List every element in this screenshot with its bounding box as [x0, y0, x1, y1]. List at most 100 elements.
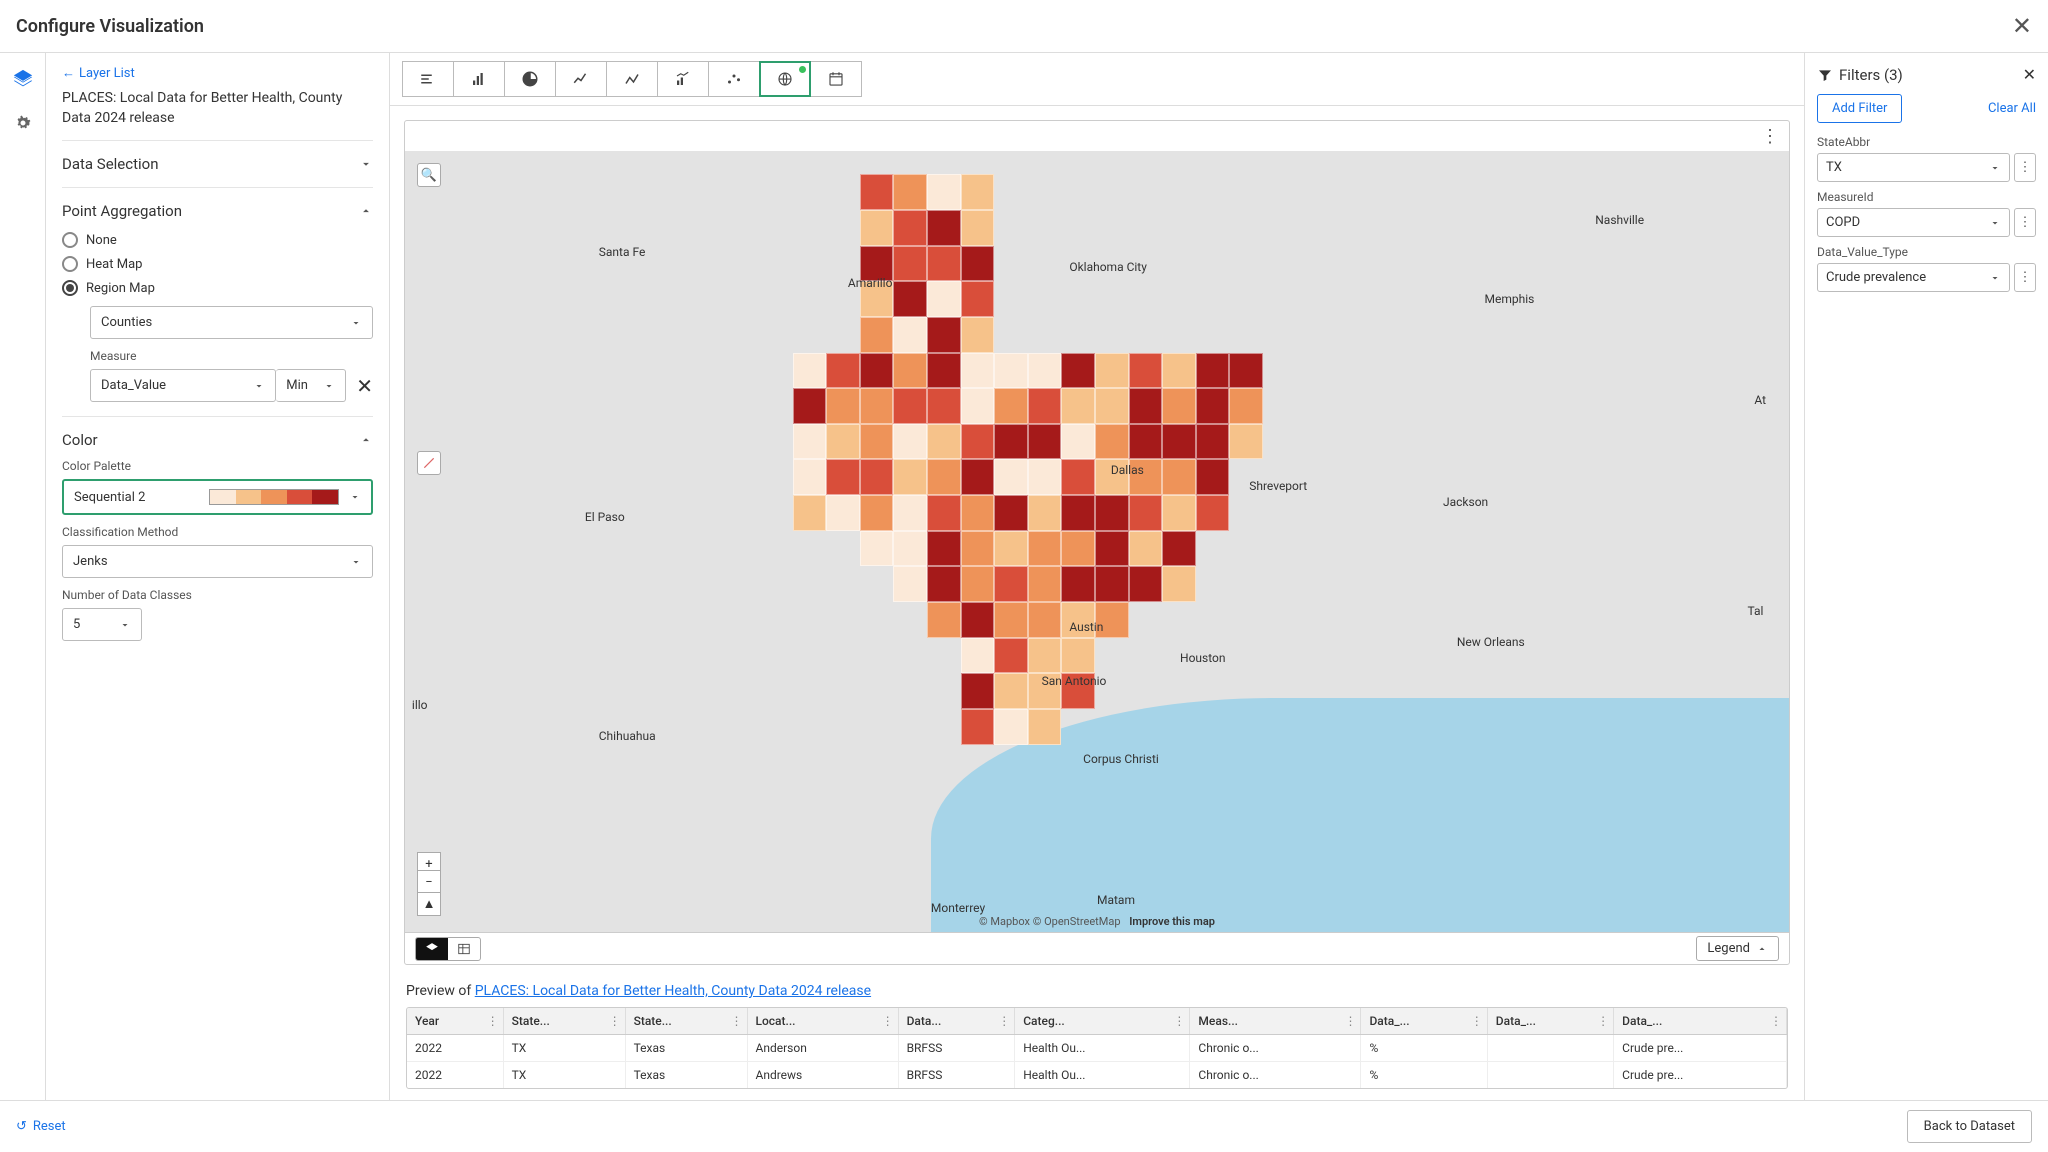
map-style-icon[interactable]: [417, 451, 441, 475]
table-column-header[interactable]: Data_...⋮: [1614, 1008, 1787, 1035]
table-row[interactable]: 2022TXTexasAndrewsBRFSSHealth Ou...Chron…: [407, 1062, 1787, 1089]
section-header-point-aggregation[interactable]: Point Aggregation: [62, 202, 373, 220]
header: Configure Visualization ✕: [0, 0, 2048, 53]
measure-field-select[interactable]: Data_Value: [90, 369, 276, 402]
column-menu-icon[interactable]: ⋮: [731, 1014, 743, 1028]
table-column-header[interactable]: State...⋮: [503, 1008, 625, 1035]
viz-type-calendar[interactable]: [810, 61, 862, 97]
reset-button[interactable]: ↺ Reset: [16, 1119, 66, 1134]
table-column-header[interactable]: Data...⋮: [898, 1008, 1015, 1035]
data-table: Year⋮State...⋮State...⋮Locat...⋮Data...⋮…: [406, 1007, 1788, 1089]
measure-agg-select[interactable]: Min: [276, 369, 346, 402]
filters-title: Filters (3): [1817, 66, 1903, 84]
num-classes-select[interactable]: 5: [62, 608, 142, 641]
viz-type-line[interactable]: [555, 61, 607, 97]
back-link-label: Layer List: [79, 66, 135, 81]
layers-icon[interactable]: [9, 65, 37, 93]
filter-value-select[interactable]: TX: [1817, 153, 2010, 182]
filter-field-label: MeasureId: [1817, 190, 2036, 204]
chevron-down-icon: [349, 491, 361, 503]
preview-dataset-link[interactable]: PLACES: Local Data for Better Health, Co…: [475, 983, 871, 999]
filter-menu-icon[interactable]: ⋮: [2014, 208, 2036, 237]
add-filter-button[interactable]: Add Filter: [1817, 94, 1902, 123]
table-column-header[interactable]: Categ...⋮: [1015, 1008, 1190, 1035]
table-column-header[interactable]: Meas...⋮: [1190, 1008, 1361, 1035]
remove-measure-icon[interactable]: ✕: [356, 374, 373, 398]
city-label: Matam: [1097, 893, 1135, 907]
column-menu-icon[interactable]: ⋮: [998, 1014, 1010, 1028]
back-to-layer-list[interactable]: ← Layer List: [62, 65, 373, 81]
radio-region-map[interactable]: Region Map: [62, 280, 373, 296]
viz-type-map[interactable]: [759, 61, 811, 97]
viz-type-bar[interactable]: [453, 61, 505, 97]
view-table-button[interactable]: [448, 938, 480, 960]
radio-none[interactable]: None: [62, 232, 373, 248]
select-value: Data_Value: [101, 378, 166, 393]
map-menu-icon[interactable]: ⋮: [1761, 126, 1779, 147]
map-canvas[interactable]: Santa FeAmarilloOklahoma CityNashvilleMe…: [405, 151, 1789, 932]
viz-type-pie[interactable]: [504, 61, 556, 97]
column-menu-icon[interactable]: ⋮: [1597, 1014, 1609, 1028]
radio-label: Heat Map: [86, 257, 142, 272]
column-menu-icon[interactable]: ⋮: [1173, 1014, 1185, 1028]
legend-toggle[interactable]: Legend: [1696, 936, 1779, 961]
section-color: Color Color Palette Sequential 2 Classif…: [62, 416, 373, 655]
map-attribution: © Mapbox © OpenStreetMap Improve this ma…: [979, 915, 1215, 928]
table-column-header[interactable]: State...⋮: [625, 1008, 747, 1035]
filter-value-select[interactable]: Crude prevalence: [1817, 263, 2010, 292]
city-label: Oklahoma City: [1069, 260, 1147, 274]
close-icon[interactable]: ✕: [2012, 12, 2032, 40]
city-label: San Antonio: [1042, 674, 1107, 688]
table-column-header[interactable]: Data_...⋮: [1487, 1008, 1613, 1035]
filter-menu-icon[interactable]: ⋮: [2014, 263, 2036, 292]
sidebar: ← Layer List PLACES: Local Data for Bett…: [46, 53, 390, 1101]
region-level-select[interactable]: Counties: [90, 306, 373, 339]
city-label: Shreveport: [1249, 479, 1307, 493]
city-label: New Orleans: [1457, 635, 1525, 649]
table-column-header[interactable]: Data_...⋮: [1361, 1008, 1487, 1035]
viz-type-area[interactable]: [606, 61, 658, 97]
active-indicator: [799, 66, 806, 73]
close-filters-icon[interactable]: ✕: [2023, 65, 2036, 84]
measure-label: Measure: [90, 349, 373, 363]
column-menu-icon[interactable]: ⋮: [1471, 1014, 1483, 1028]
clear-all-filters[interactable]: Clear All: [1988, 101, 2036, 116]
section-header-color[interactable]: Color: [62, 431, 373, 449]
color-palette-select[interactable]: Sequential 2: [62, 479, 373, 515]
column-menu-icon[interactable]: ⋮: [609, 1014, 621, 1028]
view-map-button[interactable]: [416, 938, 448, 960]
city-label: Dallas: [1111, 463, 1144, 477]
improve-map-link[interactable]: Improve this map: [1129, 915, 1215, 928]
zoom-out-button[interactable]: −: [417, 870, 441, 894]
compass-button[interactable]: ▲: [417, 892, 441, 916]
back-to-dataset-button[interactable]: Back to Dataset: [1907, 1110, 2032, 1143]
select-value: 5: [73, 617, 80, 632]
classification-select[interactable]: Jenks: [62, 545, 373, 578]
column-menu-icon[interactable]: ⋮: [487, 1014, 499, 1028]
city-label: Monterrey: [931, 901, 985, 915]
column-menu-icon[interactable]: ⋮: [882, 1014, 894, 1028]
radio-heat-map[interactable]: Heat Map: [62, 256, 373, 272]
city-label: Amarillo: [848, 276, 893, 290]
section-header-data-selection[interactable]: Data Selection: [62, 155, 373, 173]
city-label: Chihuahua: [599, 729, 656, 743]
section-data-selection: Data Selection: [62, 140, 373, 187]
viz-type-scatter[interactable]: [708, 61, 760, 97]
viz-type-combo[interactable]: [657, 61, 709, 97]
column-menu-icon[interactable]: ⋮: [1770, 1014, 1782, 1028]
city-label: At: [1754, 393, 1766, 407]
map-search-icon[interactable]: 🔍: [417, 163, 441, 187]
table-row[interactable]: 2022TXTexasAndersonBRFSSHealth Ou...Chro…: [407, 1035, 1787, 1062]
viz-type-list[interactable]: [402, 61, 454, 97]
select-value: Min: [286, 378, 308, 393]
filter-menu-icon[interactable]: ⋮: [2014, 153, 2036, 182]
aggregation-radio-group: None Heat Map Region Map: [62, 232, 373, 296]
gear-icon[interactable]: [9, 109, 37, 137]
chevron-down-icon: [350, 556, 362, 568]
column-menu-icon[interactable]: ⋮: [1344, 1014, 1356, 1028]
section-title: Color: [62, 431, 98, 449]
filter-value-select[interactable]: COPD: [1817, 208, 2010, 237]
reset-icon: ↺: [16, 1119, 27, 1134]
table-column-header[interactable]: Locat...⋮: [747, 1008, 898, 1035]
table-column-header[interactable]: Year⋮: [407, 1008, 503, 1035]
